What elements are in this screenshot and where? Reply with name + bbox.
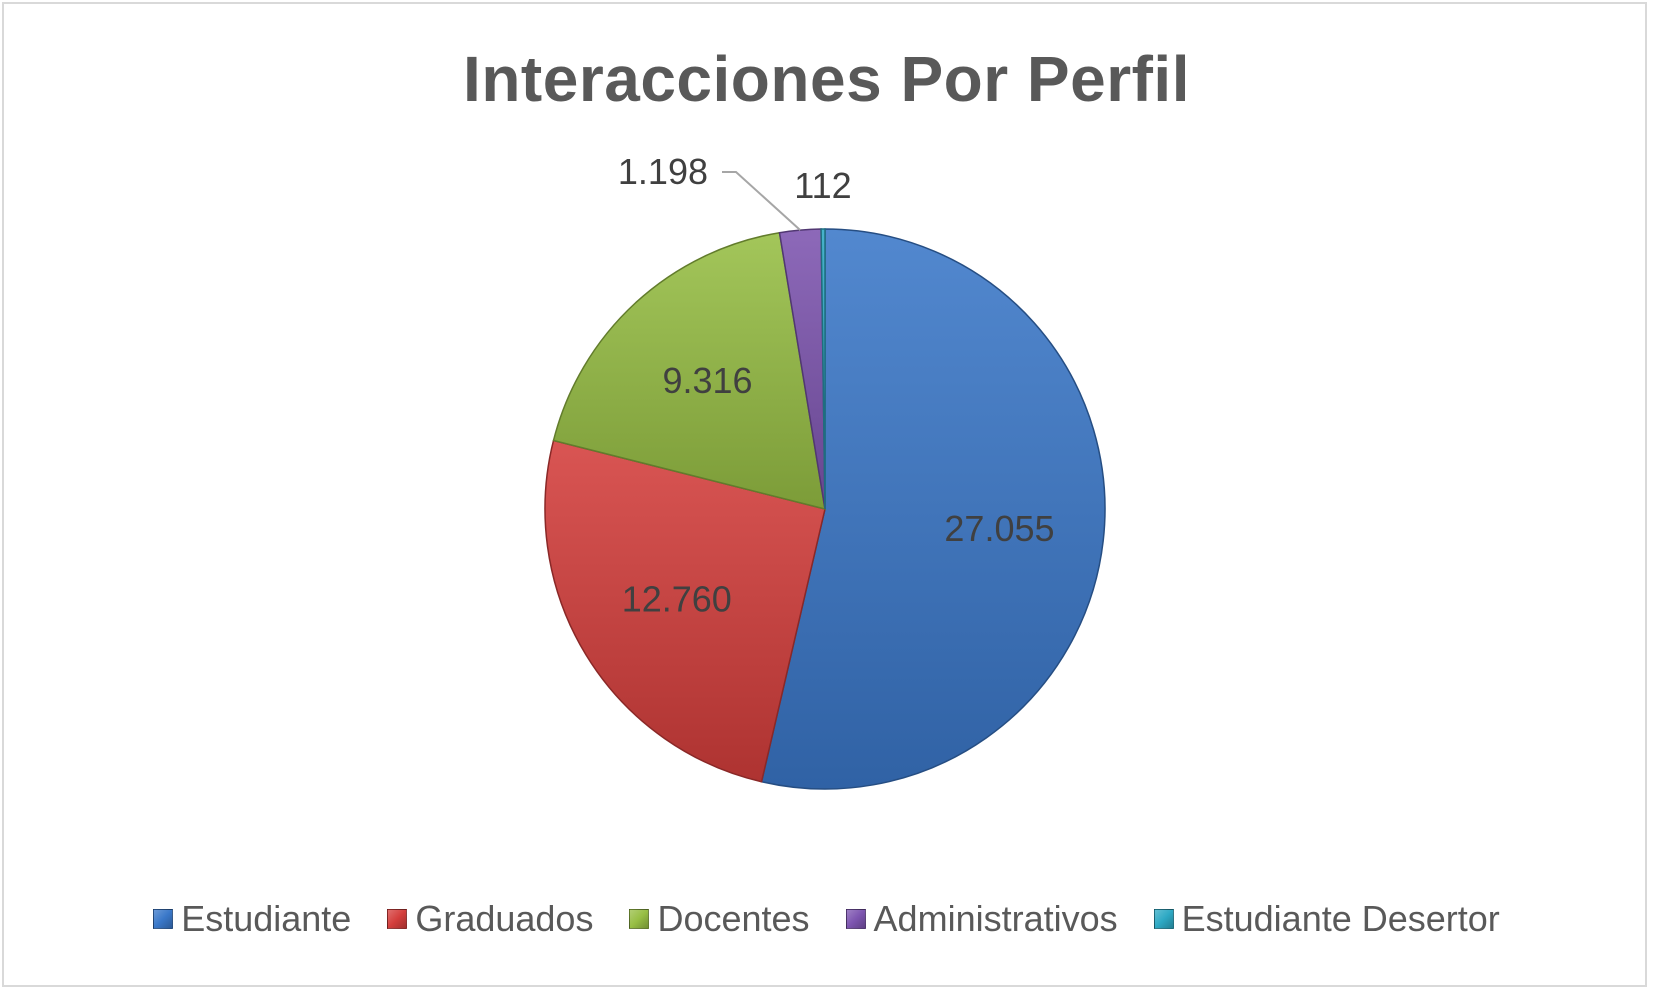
data-label-administrativos: 1.198 bbox=[618, 151, 708, 192]
chart-legend: Estudiante Graduados Docentes Administrativ… bbox=[0, 898, 1653, 940]
legend-label-graduados: Graduados bbox=[415, 898, 594, 939]
legend-swatch-docentes bbox=[629, 909, 650, 929]
data-label-graduados: 12.760 bbox=[622, 578, 732, 619]
legend-label-estudiante-desertor: Estudiante Desertor bbox=[1181, 898, 1500, 939]
legend-swatch-estudiante-desertor bbox=[1153, 909, 1174, 929]
chart-title: Interacciones Por Perfil bbox=[463, 43, 1190, 115]
data-label-estudiante: 27.055 bbox=[944, 508, 1054, 549]
legend-item-estudiante-desertor: Estudiante Desertor bbox=[1153, 898, 1500, 940]
legend-item-docentes: Docentes bbox=[629, 898, 810, 940]
legend-item-administrativos: Administrativos bbox=[845, 898, 1118, 940]
legend-swatch-administrativos bbox=[845, 909, 866, 929]
legend-item-estudiante: Estudiante bbox=[153, 898, 351, 940]
leader-line-administrativos bbox=[722, 171, 801, 231]
legend-label-docentes: Docentes bbox=[657, 898, 810, 939]
pie-slice-docentes bbox=[552, 231, 826, 511]
legend-item-graduados: Graduados bbox=[387, 898, 593, 940]
legend-label-estudiante: Estudiante bbox=[181, 898, 352, 939]
data-label-estudiante-desertor: 112 bbox=[794, 165, 851, 206]
legend-swatch-estudiante bbox=[153, 909, 174, 929]
pie-slice-estudiante-desertor bbox=[820, 228, 826, 510]
pie-slice-estudiante bbox=[760, 228, 1106, 790]
legend-label-administrativos: Administrativos bbox=[873, 898, 1118, 939]
data-label-docentes: 9.316 bbox=[662, 360, 752, 401]
legend-swatch-graduados bbox=[387, 909, 408, 929]
pie-slice-graduados bbox=[544, 439, 826, 783]
